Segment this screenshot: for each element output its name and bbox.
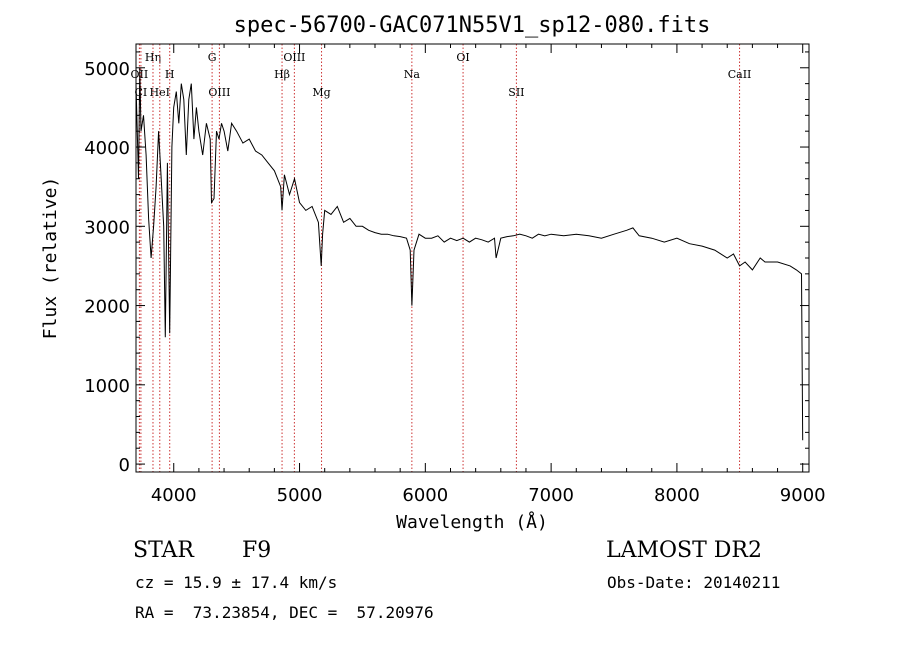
object-class: STAR [133,538,194,563]
y-axis-label: Flux (relative) [40,177,61,340]
spectral-line-label: Mg [312,86,330,99]
spectral-line-label: HeI [150,86,170,99]
y-axis: 0 1000 2000 3000 4000 5000 [84,51,809,476]
y-tick-label: 0 [119,455,130,476]
spectral-line-label: OIII [283,51,305,64]
object-subclass: F9 [242,538,272,563]
x-tick-label: 6000 [402,485,448,506]
spectral-line-label: OI [456,51,469,64]
redshift-velocity: cz = 15.9 ± 17.4 km/s [135,573,338,592]
y-tick-label: 1000 [84,376,130,397]
x-tick-label: 4000 [151,485,197,506]
observation-date: Obs-Date: 20140211 [607,573,781,592]
spectrum-chart: spec-56700-GAC071N55V1_sp12-080.fits OII… [40,13,826,533]
y-tick-label: 4000 [84,138,130,159]
x-tick-label: 8000 [654,485,700,506]
x-tick-label: 9000 [780,485,826,506]
y-tick-label: 5000 [84,59,130,80]
spectral-line-label: Hβ [274,68,290,81]
ra-dec-coordinates: RA = 73.23854, DEC = 57.20976 [135,603,434,622]
spectral-line-label: Hη [145,51,161,64]
y-tick-label: 3000 [84,217,130,238]
spectral-line-label: CI [135,86,148,99]
spectral-line-label: SII [508,86,524,99]
spectral-line-label: Na [404,68,421,81]
spectral-line-label: CaII [728,68,752,81]
spectral-line-label: H [165,68,175,81]
chart-title: spec-56700-GAC071N55V1_sp12-080.fits [234,13,711,38]
survey-name: LAMOST DR2 [606,538,762,563]
x-axis-label: Wavelength (Å) [396,511,548,533]
spectral-line-label: G [208,51,217,64]
spectral-line-label: OIII [208,86,230,99]
x-tick-label: 5000 [277,485,323,506]
plot-frame [135,43,810,473]
x-tick-label: 7000 [528,485,574,506]
flux-series-line [135,67,804,441]
x-axis: 4000 5000 6000 7000 8000 9000 [151,44,826,506]
y-tick-label: 2000 [84,297,130,318]
